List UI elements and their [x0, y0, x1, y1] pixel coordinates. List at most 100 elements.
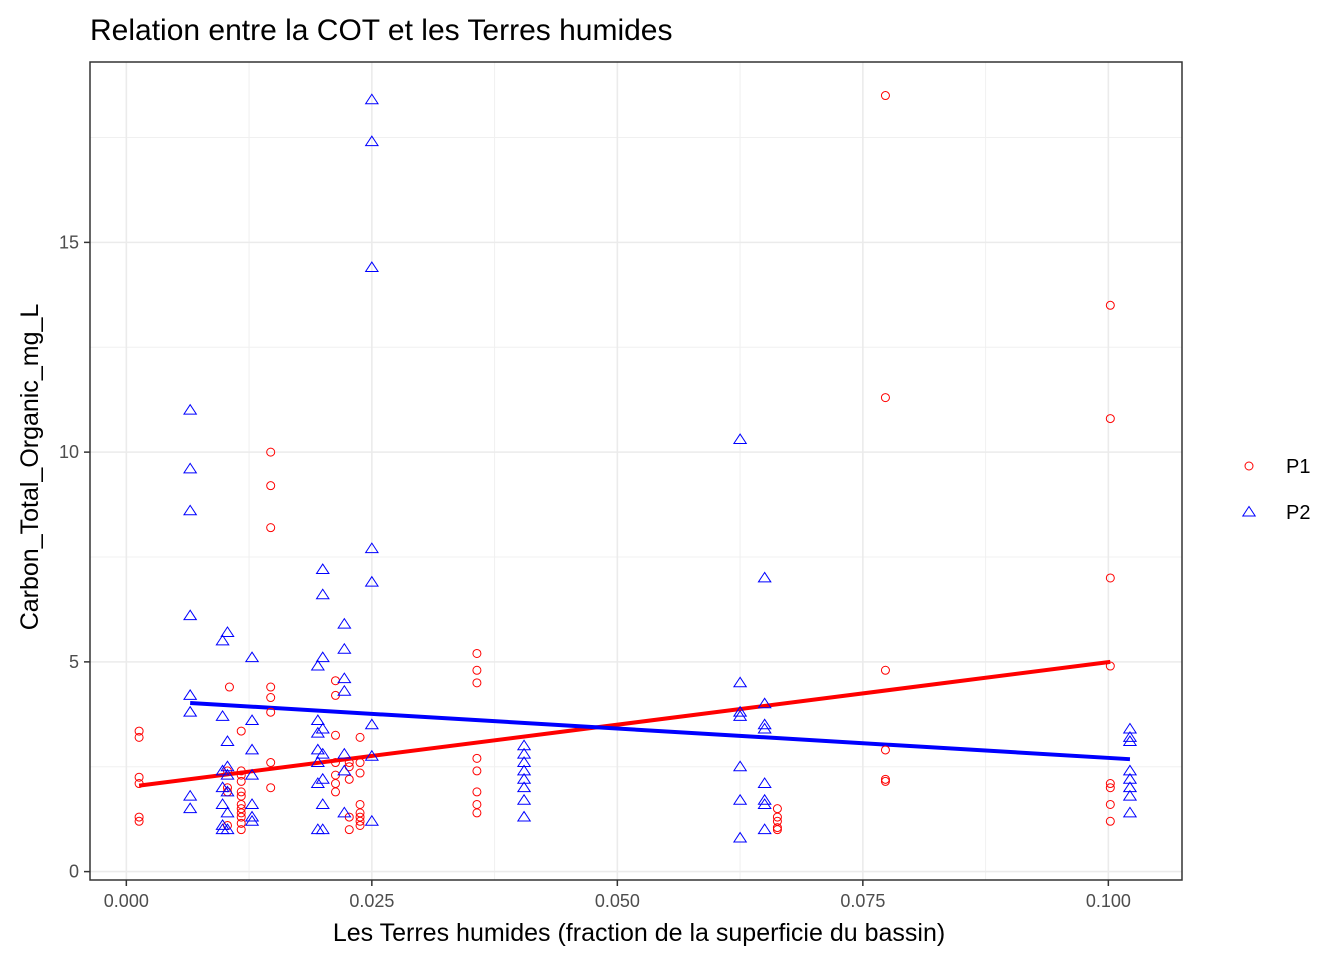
p2-point	[220, 785, 235, 797]
p2-point	[732, 831, 748, 843]
p2-point	[315, 747, 330, 759]
p2-point	[310, 756, 325, 768]
legend-label-p2: P2	[1286, 502, 1310, 524]
grid	[90, 62, 1182, 880]
p1-point	[236, 726, 246, 736]
p2-point	[1122, 730, 1138, 742]
p2-point	[757, 722, 772, 734]
p2-point	[364, 93, 379, 105]
p1-point	[236, 766, 246, 776]
p2-point	[364, 542, 379, 554]
y-tick-label: 0	[69, 862, 79, 882]
p1-point	[880, 776, 890, 786]
p2-point	[215, 709, 230, 721]
p2-point	[757, 777, 772, 788]
p2-point	[757, 718, 772, 730]
p2-point	[757, 697, 772, 709]
p2-point	[337, 764, 352, 776]
p1-point	[355, 799, 365, 809]
p1-point	[134, 816, 144, 826]
p2-point	[1122, 764, 1138, 776]
p2-point	[315, 823, 330, 835]
x-tick-label: 0.075	[840, 891, 885, 911]
y-tick-label: 15	[59, 232, 79, 252]
p2-point	[215, 634, 230, 646]
p2-point	[364, 749, 379, 761]
p1-point	[880, 774, 890, 784]
p2-point	[337, 642, 352, 654]
panel-border	[89, 61, 1183, 881]
p2-point	[1122, 735, 1138, 747]
p2-point	[516, 756, 532, 768]
p1-point	[472, 808, 482, 818]
legend-label-p1: P1	[1286, 456, 1310, 478]
p2-point	[315, 722, 330, 734]
p1-point	[1105, 783, 1115, 793]
p2-point	[183, 609, 198, 621]
p1-point	[355, 758, 365, 768]
p2-point	[220, 760, 235, 772]
p1-point	[236, 818, 246, 828]
chart-title: Relation entre la COT et les Terres humi…	[90, 14, 673, 47]
p2-point	[183, 705, 198, 717]
p2-point	[516, 764, 532, 776]
p2-point	[337, 617, 352, 629]
x-tick-label: 0.100	[1086, 891, 1131, 911]
p1-point	[331, 787, 341, 797]
p2-point	[220, 823, 235, 835]
p2-point	[516, 772, 532, 784]
p2-point	[183, 403, 198, 415]
p2-point	[244, 768, 260, 780]
p1-point	[472, 648, 482, 658]
p1-point	[1105, 573, 1115, 583]
x-tick-label: 0.025	[349, 891, 394, 911]
p2-point	[183, 462, 198, 474]
p2-point	[1122, 722, 1138, 734]
p1-point	[1105, 799, 1115, 809]
x-tick-label: 0.000	[104, 891, 149, 911]
p1-point	[1105, 300, 1115, 310]
p1-point	[134, 772, 144, 782]
x-axis-title: Les Terres humides (fraction de la super…	[333, 919, 945, 947]
p2-point	[364, 718, 379, 730]
p2-point	[315, 798, 330, 809]
p1-point	[880, 665, 890, 675]
p2-point	[220, 806, 235, 818]
p1-point	[266, 758, 276, 768]
p2-point	[516, 781, 532, 793]
p2-point	[516, 793, 532, 805]
p1-point	[134, 812, 144, 822]
p2-point	[215, 764, 230, 776]
p1-point	[880, 745, 890, 755]
y-tick-label: 5	[69, 652, 79, 672]
p1-point	[880, 393, 890, 403]
p1-point	[472, 787, 482, 797]
legend: P1 P2	[1241, 456, 1310, 524]
p2-point	[337, 806, 352, 818]
p2-point	[183, 689, 198, 700]
p2-point	[315, 588, 330, 600]
p1-point	[134, 779, 144, 789]
p1-point	[331, 779, 341, 789]
p1-point	[344, 825, 354, 835]
p1-point	[772, 825, 782, 835]
x-tick-label: 0.050	[595, 891, 640, 911]
p2-point	[757, 823, 772, 835]
p1-point	[266, 693, 276, 703]
p1-point	[266, 447, 276, 457]
p2-point	[220, 626, 235, 637]
p1-point	[134, 726, 144, 736]
p2-point	[244, 651, 260, 663]
p1-point	[344, 774, 354, 784]
p2-point	[1122, 806, 1138, 818]
p1-point	[266, 707, 276, 717]
p2-point	[315, 651, 330, 663]
p1-point	[236, 812, 246, 822]
p2-point	[516, 747, 532, 759]
p1-point	[236, 770, 246, 780]
p1-point	[355, 768, 365, 778]
p1-point	[331, 730, 341, 740]
p2-point	[364, 575, 379, 587]
p2-point	[732, 676, 748, 688]
p1-point	[880, 91, 890, 101]
